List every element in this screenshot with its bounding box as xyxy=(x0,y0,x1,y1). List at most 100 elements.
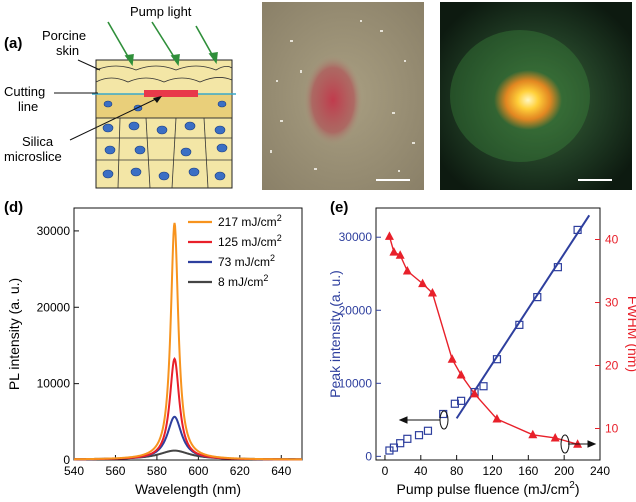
peak-intensity-point xyxy=(573,225,582,235)
fwhm-point xyxy=(550,432,560,442)
red-microslice-region xyxy=(303,54,363,146)
peak-intensity-point xyxy=(423,426,433,435)
y2-axis-label-e: FWHM (nm) xyxy=(625,296,636,372)
peak-intensity-point xyxy=(515,320,524,329)
panel-e-tag: (e) xyxy=(330,199,348,216)
left-tick-label: 30000 xyxy=(339,230,373,244)
x-tick-label: 120 xyxy=(482,464,502,478)
spectra-lines xyxy=(73,222,302,461)
x-tick-label: 560 xyxy=(105,464,125,478)
silica-microslice xyxy=(144,90,198,97)
fwhm-point xyxy=(492,414,502,423)
peak-intensity-point xyxy=(457,396,466,405)
axis-indicator-left xyxy=(398,410,449,430)
plot-frame-d xyxy=(73,207,303,461)
x-tick-label: 160 xyxy=(518,464,538,478)
legend-label: 8 mJ/cm2 xyxy=(218,273,268,289)
y-axis-ticks-d: 0 10000 20000 30000 xyxy=(37,224,79,467)
x-tick-label: 40 xyxy=(414,464,428,478)
fwhm-connect-line xyxy=(388,236,578,445)
skin-tissue xyxy=(95,59,233,189)
silica-leader-arrowhead xyxy=(153,96,162,103)
legend-label-sup: 2 xyxy=(263,273,268,283)
y-tick-label: 0 xyxy=(63,453,70,467)
right-axis-ticks-e: 10 20 30 40 xyxy=(595,233,619,436)
skin-schematic xyxy=(92,21,236,189)
x-tick-label: 640 xyxy=(271,464,291,478)
linear-fit-line xyxy=(455,214,591,419)
legend-label-text: 8 mJ/cm xyxy=(218,275,263,289)
x-tick-label: 600 xyxy=(188,464,208,478)
spectrum-line xyxy=(74,356,302,461)
fwhm-point xyxy=(418,278,428,288)
y-axis-label-d: PL intensity (a. u.) xyxy=(6,278,22,390)
axis-indicator-right xyxy=(560,434,597,454)
legend-label-text: 217 mJ/cm xyxy=(218,215,277,229)
x-tick-label: 540 xyxy=(64,464,84,478)
x-axis-label-e: Pump pulse fluence (mJ/cm2) xyxy=(397,480,580,497)
panel-b-photo xyxy=(262,2,424,190)
panel-c-photo xyxy=(440,2,632,190)
porcine-label-line1: Porcine xyxy=(42,28,86,43)
legend-label: 73 mJ/cm2 xyxy=(218,253,275,269)
x-axis-ticks-e: 0 40 80 120 160 200 240 xyxy=(382,455,610,478)
x-tick-label: 580 xyxy=(147,464,167,478)
fwhm-point xyxy=(389,247,399,256)
plot-frame-e xyxy=(375,207,601,461)
left-tick-label: 10000 xyxy=(339,376,373,390)
fwhm-point xyxy=(384,231,394,240)
silica-leader xyxy=(69,96,161,141)
silica-label-line1: Silica xyxy=(22,134,54,149)
panel-e-chart: (e) 0 10000 20000 30000 10 20 30 40 0 40 80 120 16… xyxy=(327,199,636,497)
legend-label-sup: 2 xyxy=(277,213,282,223)
porcine-label-line2: skin xyxy=(56,43,79,58)
cell-nuclei xyxy=(102,100,228,181)
legend-label-text: 73 mJ/cm xyxy=(218,255,270,269)
cutting-label-line2: line xyxy=(18,99,38,114)
right-tick-label: 40 xyxy=(605,233,619,247)
fwhm-point xyxy=(470,388,480,398)
right-tick-label: 10 xyxy=(605,422,619,436)
panel-d-tag: (d) xyxy=(4,199,23,216)
fwhm-point xyxy=(447,354,457,363)
porcine-leader xyxy=(77,59,101,71)
right-tick-label: 30 xyxy=(605,296,619,310)
x-tick-label: 80 xyxy=(450,464,464,478)
pump-light-label: Pump light xyxy=(130,4,192,19)
fwhm-point xyxy=(395,250,405,259)
data-points-e xyxy=(384,214,591,455)
peak-intensity-point xyxy=(414,431,424,440)
y-tick-label: 30000 xyxy=(37,224,71,238)
x-axis-ticks-d: 540 560 580 600 620 640 xyxy=(64,455,292,478)
x-tick-label: 240 xyxy=(590,464,610,478)
peak-intensity-point xyxy=(389,443,399,452)
specular-highlights xyxy=(270,20,415,172)
peak-intensity-point xyxy=(403,434,412,443)
spectrum-line xyxy=(73,222,302,461)
y-axis-label-e: Peak intensity (a. u.) xyxy=(327,270,343,398)
pump-light-arrows xyxy=(107,21,218,67)
x-tick-label: 620 xyxy=(230,464,250,478)
panel-a-tag: (a) xyxy=(4,35,22,52)
skin-cells xyxy=(95,65,233,189)
legend-label-sup: 2 xyxy=(270,253,275,263)
fwhm-point xyxy=(456,369,466,379)
left-axis-ticks-e: 0 10000 20000 30000 xyxy=(339,230,381,463)
y-tick-label: 10000 xyxy=(37,377,71,391)
right-tick-label: 20 xyxy=(605,359,619,373)
legend-label: 217 mJ/cm2 xyxy=(218,213,282,229)
peak-intensity-point xyxy=(492,355,502,364)
fwhm-point xyxy=(402,266,412,275)
x-tick-label: 0 xyxy=(382,464,389,478)
peak-intensity-point xyxy=(553,263,562,272)
left-tick-label: 20000 xyxy=(339,303,373,317)
legend-label: 125 mJ/cm2 xyxy=(218,233,282,249)
x-tick-label: 200 xyxy=(554,464,574,478)
fwhm-point xyxy=(427,288,437,297)
peak-intensity-point xyxy=(396,439,405,448)
y-tick-label: 20000 xyxy=(37,300,71,314)
dermis-band xyxy=(95,93,233,119)
